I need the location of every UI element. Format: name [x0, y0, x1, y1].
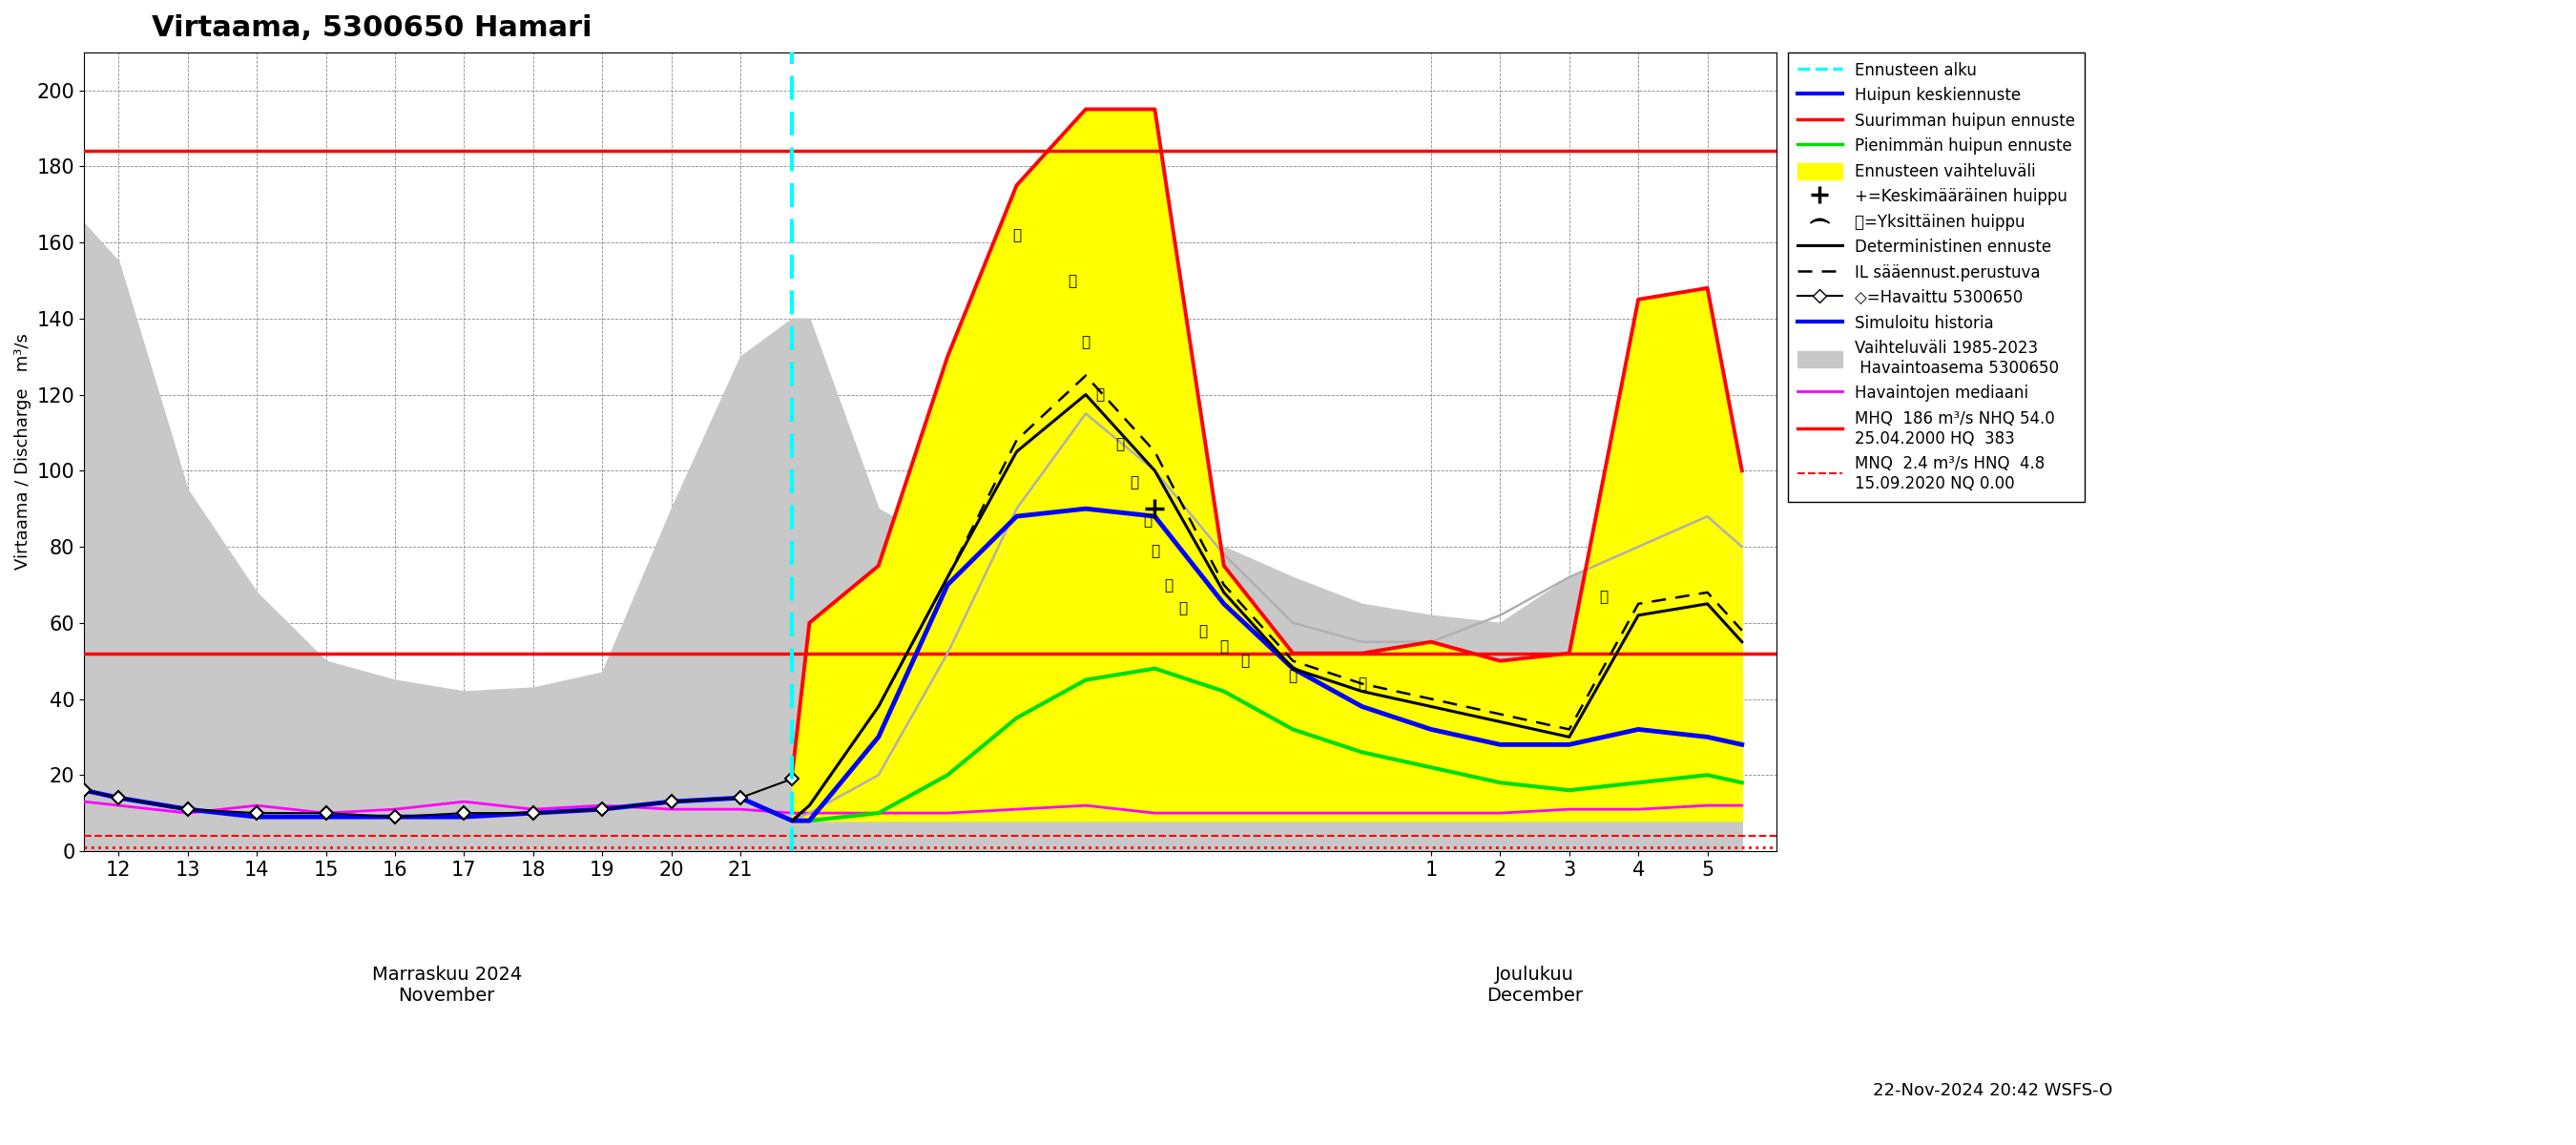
Legend: Ennusteen alku, Huipun keskiennuste, Suurimman huipun ennuste, Pienimmän huipun : Ennusteen alku, Huipun keskiennuste, Suu…: [1788, 53, 2084, 502]
Text: ⌢: ⌢: [1131, 475, 1139, 490]
Text: ⌢: ⌢: [1600, 590, 1607, 603]
Text: Marraskuu 2024
November: Marraskuu 2024 November: [371, 965, 523, 1004]
Text: ⌢: ⌢: [1115, 437, 1126, 451]
Text: ⌢: ⌢: [1239, 654, 1249, 669]
Text: ⌢: ⌢: [1066, 274, 1077, 289]
Text: ⌢: ⌢: [1218, 639, 1229, 654]
Text: Joulukuu
December: Joulukuu December: [1486, 965, 1582, 1004]
Y-axis label: Virtaama / Discharge   m³/s: Virtaama / Discharge m³/s: [15, 333, 31, 570]
Text: ⌢: ⌢: [1358, 677, 1365, 692]
Text: ⌢: ⌢: [1288, 670, 1298, 684]
Text: Virtaama, 5300650 Hamari: Virtaama, 5300650 Hamari: [152, 14, 592, 42]
Text: 22-Nov-2024 20:42 WSFS-O: 22-Nov-2024 20:42 WSFS-O: [1873, 1082, 2112, 1099]
Text: ⌢: ⌢: [1164, 578, 1172, 592]
Text: ⌢: ⌢: [1095, 388, 1105, 402]
Text: ⌢: ⌢: [1151, 544, 1159, 558]
Text: ⌢: ⌢: [1144, 513, 1151, 528]
Text: ⌢: ⌢: [1198, 624, 1208, 638]
Text: ⌢: ⌢: [1177, 601, 1188, 615]
Text: ⌢: ⌢: [1012, 228, 1020, 243]
Text: ⌢: ⌢: [1082, 334, 1090, 349]
